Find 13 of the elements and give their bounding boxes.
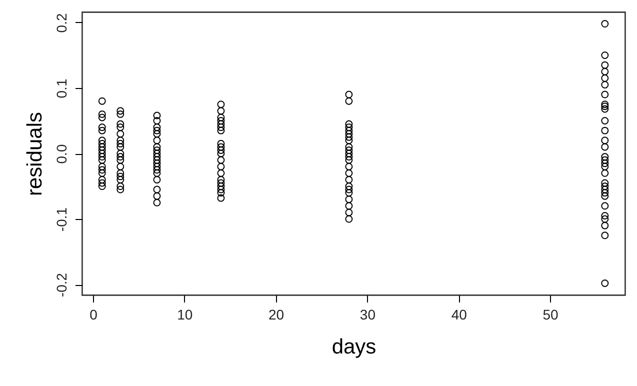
y-tick-label: 0.1: [54, 78, 70, 98]
y-tick-label: -0.2: [54, 272, 70, 298]
x-tick-label: 20: [268, 306, 284, 322]
x-axis-title: days: [332, 336, 376, 358]
x-tick-label: 10: [177, 306, 193, 322]
y-tick-label: -0.1: [54, 207, 70, 232]
x-tick-label: 30: [360, 306, 376, 322]
x-tick-label: 40: [451, 306, 468, 322]
x-tick-label: 50: [542, 306, 559, 322]
y-axis-title: residuals: [24, 112, 46, 196]
x-tick-label: 0: [90, 306, 98, 322]
y-tick-label: 0.2: [54, 13, 70, 33]
y-tick-label: 0.0: [54, 144, 70, 164]
